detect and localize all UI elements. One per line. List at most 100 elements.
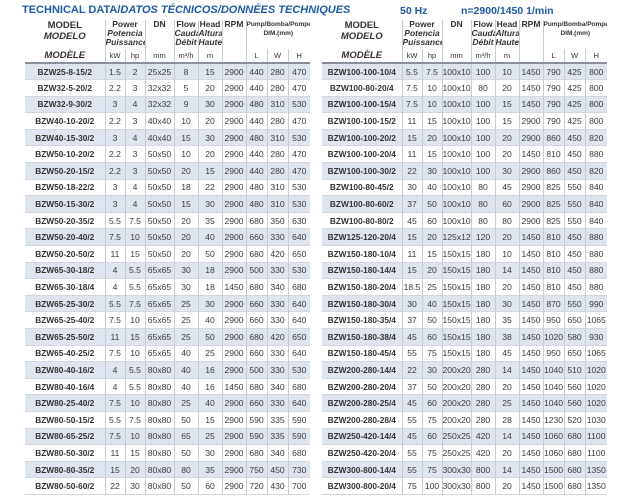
value-cell: 15 (197, 63, 222, 80)
table-row: BZW250-420-14/4 4560250x25042014145010606… (322, 428, 608, 445)
value-cell: 100 (470, 145, 495, 163)
value-cell: 15 (124, 245, 145, 263)
value-cell: 790 (542, 63, 564, 80)
value-cell: 20 (197, 112, 222, 130)
page-title: TECHNICAL DATA/DATOS TÉCNICOS/DONNÉES TE… (22, 4, 350, 16)
value-cell: 880 (584, 228, 608, 246)
value-cell: 860 (542, 162, 564, 180)
value-cell: 330 (266, 394, 288, 412)
value-cell: 550 (563, 212, 585, 229)
model-cell: BZW150-180-10/4 (327, 248, 396, 259)
table-row: BZW32-5-20/2 2.2 3 32x32 5 20 2900 440 280 470 (25, 79, 311, 97)
header-unit: H (584, 49, 608, 64)
value-cell: 550 (563, 195, 585, 213)
value-cell: 75 (401, 477, 422, 495)
header-text: m (503, 51, 511, 60)
model-cell: BZW65-30-18/4 (35, 282, 95, 293)
value-cell: 80 (470, 179, 495, 196)
value-cell: 335 (266, 411, 288, 429)
value-cell: 38 (494, 328, 519, 346)
value-cell: 7.5 (124, 212, 145, 229)
model-cell: BZW32-5-20/2 (37, 82, 92, 93)
table-row: BZW100-100-20/4 1115100x10010020145081045… (322, 145, 608, 163)
value-cell: 990 (584, 295, 608, 312)
model-cell: BZW250-420-14/4 (327, 431, 396, 442)
header-text: DN (450, 20, 463, 29)
value-cell: 680 (563, 461, 585, 478)
table-row: BZW250-420-20/4 5575250x25042020145010606… (322, 444, 608, 462)
header-text: Pump/Bomba/Pompe (246, 21, 311, 28)
table-row: BZW50-15-30/2 3 4 50x50 15 30 2900 480 310 530 (25, 195, 311, 213)
value-cell: 1350 (584, 477, 608, 495)
value-cell: 2900 (221, 345, 246, 362)
header-text: Head (496, 20, 518, 29)
model-cell: BZW200-280-14/4 (327, 364, 396, 375)
value-cell: 30 (197, 96, 222, 113)
value-cell: 1065 (584, 311, 608, 329)
value-cell: 18 (173, 179, 198, 196)
value-cell: 1230 (542, 411, 564, 429)
value-cell: 1.5 (104, 63, 125, 80)
table-row: BZW50-10-20/2 2.2 3 50x50 10 20 2900 440 280 470 (25, 145, 311, 163)
value-cell: 2900 (221, 361, 246, 379)
value-cell: 825 (542, 195, 564, 213)
value-cell: 50 (173, 411, 198, 429)
value-cell: 870 (542, 295, 564, 312)
value-cell: 2900 (221, 295, 246, 312)
table-row: BZW50-20-35/2 5.5 7.5 50x50 20 35 2900 680 350 63… (25, 212, 311, 229)
value-cell: 20 (173, 245, 198, 263)
model-cell: BZW100-100-10/4 (327, 66, 396, 77)
value-cell: 7.5 (104, 345, 125, 362)
value-cell: 825 (542, 212, 564, 229)
value-cell: 310 (266, 96, 288, 113)
value-cell: 440 (245, 145, 267, 163)
header-power: Power Potencia Puissance (104, 20, 145, 49)
header-head: HeadAlturaHauteur (197, 20, 222, 49)
value-cell: 40x40 (144, 112, 174, 130)
value-cell: 35 (494, 311, 519, 329)
value-cell: 660 (245, 345, 267, 362)
value-cell: 1040 (542, 361, 564, 379)
header-unit (518, 49, 543, 64)
value-cell: 650 (287, 328, 311, 346)
value-cell: 580 (563, 328, 585, 346)
value-cell: 2900 (518, 129, 543, 146)
model-cell: BZW65-40-25/2 (35, 348, 95, 359)
value-cell: 480 (245, 179, 267, 196)
table-row: BZW50-18-22/2 3 4 50x50 18 22 2900 480 310 530 (25, 179, 311, 196)
model-cell: BZW50-18-22/2 (35, 182, 95, 193)
header-rpm: RPM (221, 20, 246, 49)
header-text: kW (406, 51, 418, 60)
value-cell: 660 (245, 228, 267, 246)
value-cell: 810 (542, 228, 564, 246)
header-text: m (206, 51, 214, 60)
header-text: Caudal (471, 28, 495, 38)
value-cell: 80x80 (144, 394, 174, 412)
value-cell: 420 (266, 245, 288, 263)
value-cell: 560 (563, 394, 585, 412)
value-cell: 2.2 (104, 145, 125, 163)
value-cell: 20 (197, 79, 222, 97)
value-cell: 840 (584, 195, 608, 213)
value-cell: 1450 (518, 278, 543, 296)
value-cell: 20 (197, 145, 222, 163)
table-row: BZW300-800-20/4 75100300x3008002014501500… (322, 477, 608, 495)
table-row: BZW100-100-30/22230100x10010030290086045… (322, 162, 608, 180)
value-cell: 32x32 (144, 79, 174, 97)
table-row: BZW100-100-10/4 5.57.5100x100100101450790… (322, 63, 608, 80)
value-cell: 11 (104, 328, 125, 346)
value-cell: 4 (124, 195, 145, 213)
table-row: BZW25-8-15/2 1.5 2 25x25 8 15 2900 440 280 470 (25, 63, 311, 80)
value-cell: 50x50 (144, 145, 174, 163)
value-cell: 5.5 (124, 378, 145, 395)
model-cell: BZW150-180-14/4 (327, 265, 396, 276)
header-dn: DN (441, 20, 471, 49)
model-cell: BZW300-800-20/4 (327, 481, 396, 492)
value-cell: 10 (421, 79, 442, 97)
header-text: Flow (176, 20, 196, 29)
value-cell: 150x150 (441, 345, 471, 362)
value-cell: 40 (197, 228, 222, 246)
table-row: BZW80-40-16/2 4 5.5 80x80 40 16 2900 500 330 530 (25, 361, 311, 379)
value-cell: 14 (494, 428, 519, 445)
value-cell: 510 (563, 361, 585, 379)
